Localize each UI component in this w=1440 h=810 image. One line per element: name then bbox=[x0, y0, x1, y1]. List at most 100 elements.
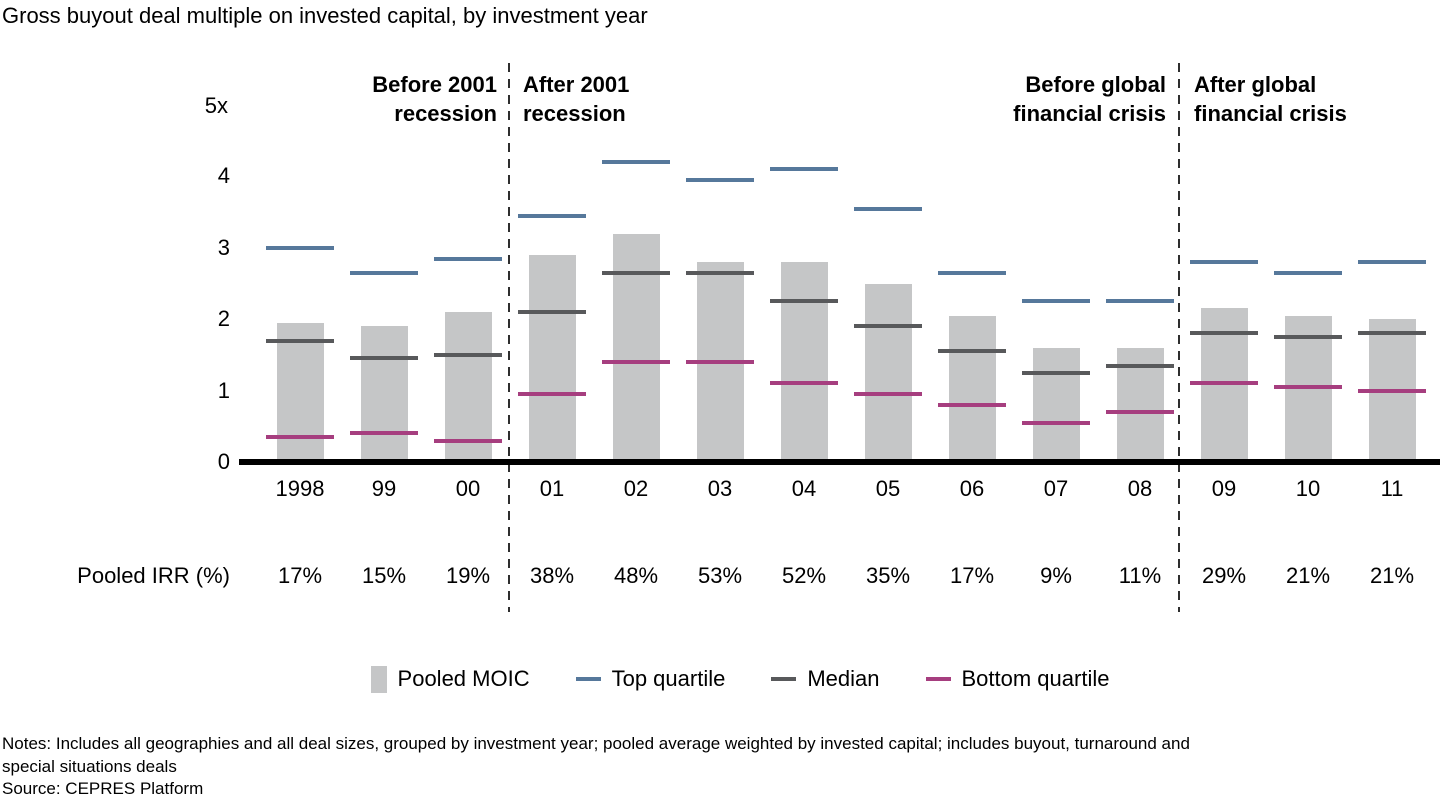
year-label: 11 bbox=[1380, 476, 1404, 501]
irr-value: 9% bbox=[1040, 563, 1072, 588]
section-label-after-2001-recession: After 2001 recession bbox=[523, 72, 630, 126]
bottom-quartile-line bbox=[602, 360, 670, 364]
top-quartile-line bbox=[938, 271, 1006, 275]
median-line bbox=[1022, 371, 1090, 375]
top-quartile-line bbox=[602, 160, 670, 164]
year-label: 04 bbox=[791, 476, 817, 501]
legend-swatch-median bbox=[771, 677, 797, 681]
median-line bbox=[1274, 335, 1342, 339]
year-label: 99 bbox=[371, 476, 397, 501]
year-label: 07 bbox=[1043, 476, 1069, 501]
section-label-after-global-financial-crisis: After global financial crisis bbox=[1194, 72, 1347, 126]
top-quartile-line bbox=[1106, 299, 1174, 303]
top-quartile-line bbox=[1022, 299, 1090, 303]
top-quartile-line bbox=[434, 257, 502, 261]
top-quartile-line bbox=[1358, 260, 1426, 264]
bottom-quartile-line bbox=[770, 381, 838, 385]
section-divider-gfc bbox=[1178, 63, 1180, 612]
pooled-moic-bar bbox=[949, 316, 996, 462]
pooled-moic-bar bbox=[781, 262, 828, 462]
irr-value: 11% bbox=[1118, 563, 1162, 588]
irr-value: 17% bbox=[277, 563, 323, 588]
median-line bbox=[854, 324, 922, 328]
pooled-moic-bar bbox=[277, 323, 324, 462]
bottom-quartile-line bbox=[350, 431, 418, 435]
pooled-moic-bar bbox=[1033, 348, 1080, 462]
median-line bbox=[602, 271, 670, 275]
legend-label: Median bbox=[807, 666, 880, 691]
legend-swatch-pooled-moic bbox=[370, 665, 387, 693]
legend: Pooled MOIC Top quartile Median Bottom quar… bbox=[40, 662, 1440, 696]
bottom-quartile-line bbox=[1274, 385, 1342, 389]
top-quartile-line bbox=[350, 271, 418, 275]
y-axis-top-label: 5x bbox=[204, 93, 228, 118]
median-line bbox=[350, 356, 418, 360]
median-line bbox=[686, 271, 754, 275]
pooled-moic-bar bbox=[529, 255, 576, 462]
bottom-quartile-line bbox=[434, 439, 502, 443]
irr-value: 19% bbox=[445, 563, 491, 588]
bottom-quartile-line bbox=[1190, 381, 1258, 385]
year-label: 02 bbox=[623, 476, 649, 501]
top-quartile-line bbox=[518, 214, 586, 218]
median-line bbox=[1358, 331, 1426, 335]
legend-item: Bottom quartile bbox=[925, 666, 1110, 692]
year-label: 09 bbox=[1211, 476, 1237, 501]
top-quartile-line bbox=[854, 207, 922, 211]
pooled-moic-bar bbox=[865, 284, 912, 463]
bottom-quartile-line bbox=[1022, 421, 1090, 425]
median-line bbox=[770, 299, 838, 303]
legend-label: Top quartile bbox=[611, 666, 726, 691]
irr-value: 21% bbox=[1369, 563, 1415, 588]
legend-item: Median bbox=[771, 666, 880, 692]
pooled-moic-bar bbox=[1285, 316, 1332, 462]
bottom-quartile-line bbox=[686, 360, 754, 364]
bottom-quartile-line bbox=[938, 403, 1006, 407]
irr-value: 48% bbox=[613, 563, 659, 588]
legend-item: Pooled MOIC bbox=[370, 665, 530, 693]
legend-label: Bottom quartile bbox=[961, 666, 1110, 691]
median-line bbox=[938, 349, 1006, 353]
top-quartile-line bbox=[770, 167, 838, 171]
irr-value: 21% bbox=[1285, 563, 1331, 588]
median-line bbox=[1106, 364, 1174, 368]
legend-swatch-top-quartile bbox=[575, 677, 601, 681]
legend-label: Pooled MOIC bbox=[397, 666, 530, 691]
notes-line-1: Notes: Includes all geographies and all … bbox=[2, 734, 1190, 753]
bottom-quartile-line bbox=[518, 392, 586, 396]
pooled-moic-bar bbox=[445, 312, 492, 462]
year-label: 10 bbox=[1295, 476, 1321, 501]
year-label: 00 bbox=[455, 476, 481, 501]
y-tick-label: 2 bbox=[217, 306, 230, 332]
pooled-moic-bar bbox=[361, 326, 408, 462]
x-axis-baseline bbox=[239, 459, 1440, 465]
y-tick-label: 4 bbox=[217, 163, 230, 189]
legend-item: Top quartile bbox=[575, 666, 726, 692]
irr-value: 17% bbox=[949, 563, 995, 588]
section-divider-2001 bbox=[508, 63, 510, 612]
irr-value: 29% bbox=[1201, 563, 1247, 588]
year-label: 08 bbox=[1127, 476, 1153, 501]
median-line bbox=[266, 339, 334, 343]
irr-value: 52% bbox=[781, 563, 827, 588]
median-line bbox=[518, 310, 586, 314]
year-label: 05 bbox=[875, 476, 901, 501]
footnotes: Notes: Includes all geographies and all … bbox=[2, 733, 1190, 801]
top-quartile-line bbox=[686, 178, 754, 182]
top-quartile-line bbox=[1190, 260, 1258, 264]
bottom-quartile-line bbox=[854, 392, 922, 396]
irr-value: 35% bbox=[865, 563, 911, 588]
top-quartile-line bbox=[266, 246, 334, 250]
irr-value: 15% bbox=[361, 563, 407, 588]
y-tick-label: 3 bbox=[217, 234, 230, 260]
irr-value: 53% bbox=[697, 563, 743, 588]
bottom-quartile-line bbox=[1106, 410, 1174, 414]
year-label: 03 bbox=[707, 476, 733, 501]
bottom-quartile-line bbox=[1358, 389, 1426, 393]
source-line: Source: CEPRES Platform bbox=[2, 779, 204, 798]
median-line bbox=[1190, 331, 1258, 335]
pooled-moic-bar bbox=[613, 234, 660, 462]
irr-row-label: Pooled IRR (%) bbox=[77, 563, 230, 588]
